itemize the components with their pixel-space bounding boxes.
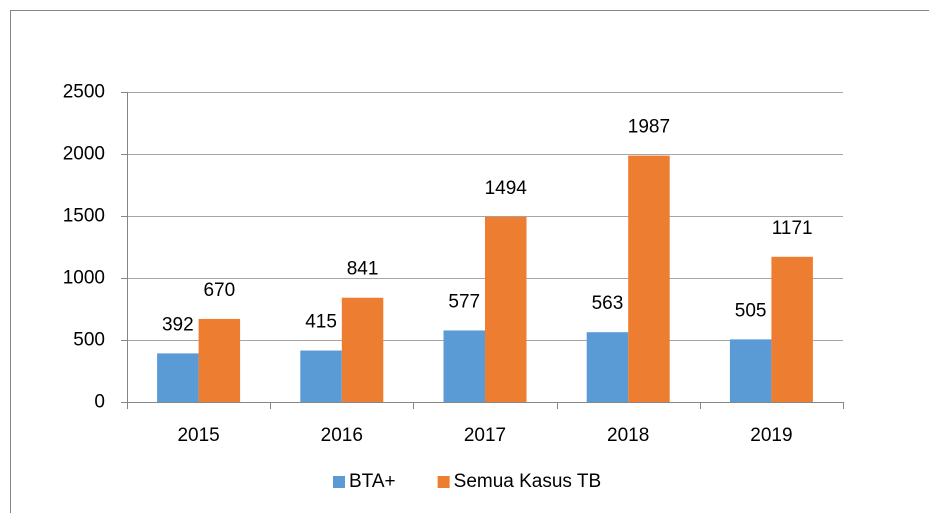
bar <box>443 330 485 402</box>
bar <box>300 350 342 402</box>
legend-label: BTA+ <box>349 471 396 492</box>
data-label: 563 <box>592 293 624 314</box>
y-tick-label: 1000 <box>63 268 105 289</box>
data-label: 670 <box>203 280 235 301</box>
data-label: 392 <box>162 314 194 335</box>
legend-label: Semua Kasus TB <box>454 471 602 492</box>
data-label: 505 <box>735 300 767 321</box>
bar <box>485 216 527 402</box>
data-label: 1494 <box>485 178 528 199</box>
x-tick-label: 2019 <box>750 425 792 446</box>
bar <box>341 297 384 402</box>
data-label: 1171 <box>772 218 813 239</box>
y-tick-label: 2500 <box>63 82 105 103</box>
bar <box>586 332 629 402</box>
bar <box>157 353 199 402</box>
y-tick-label: 0 <box>94 392 105 413</box>
bar <box>771 256 813 402</box>
data-label: 577 <box>448 291 480 312</box>
data-label: 841 <box>347 259 379 280</box>
x-tick-label: 2018 <box>607 425 649 446</box>
bar <box>729 339 772 402</box>
legend-swatch <box>437 476 450 488</box>
y-tick-label: 2000 <box>63 144 105 165</box>
x-tick-label: 2015 <box>177 425 219 446</box>
y-tick-label: 1500 <box>63 206 105 227</box>
x-tick-label: 2016 <box>321 425 363 446</box>
bar <box>198 318 241 402</box>
bar <box>628 155 670 402</box>
y-tick-label: 500 <box>73 330 105 351</box>
legend-swatch <box>333 476 345 488</box>
data-label: 415 <box>305 312 337 333</box>
data-label: 1987 <box>628 117 670 138</box>
x-tick-label: 2017 <box>464 425 506 446</box>
